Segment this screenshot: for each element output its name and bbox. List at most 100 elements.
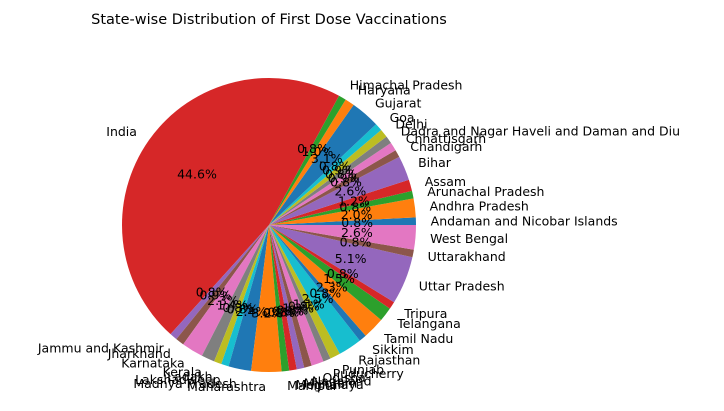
wedge-andaman-and-nicobar-islands — [269, 217, 416, 225]
percent-label-jharkhand: 0.9% — [200, 288, 232, 303]
slice-label-delhi: Delhi — [395, 117, 427, 132]
percent-label-bihar: 2.6% — [334, 183, 366, 198]
wedge-nagaland — [269, 225, 312, 368]
wedge-west-bengal — [269, 225, 417, 250]
slice-label-goa: Goa — [390, 110, 415, 125]
percent-label-mizoram: 0.8% — [272, 304, 304, 319]
slice-label-ladakh: Ladakh — [167, 369, 212, 384]
percent-label-maharashtra: 3.2% — [252, 306, 284, 321]
slice-label-tamil-nadu: Tamil Nadu — [383, 331, 453, 346]
wedge-uttarakhand — [269, 225, 414, 258]
slice-label-assam: Assam — [425, 174, 466, 189]
slice-label-chhattisgarh: Chhattisgarh — [406, 131, 486, 146]
wedge-puducherry — [269, 225, 331, 362]
wedge-uttar-pradesh — [269, 225, 413, 303]
wedge-assam — [269, 179, 412, 225]
slice-label-madhya-pradesh: Madhya Pradesh — [133, 376, 237, 391]
percent-label-delhi: 0.9% — [322, 162, 354, 177]
wedge-arunachal-pradesh — [269, 190, 414, 225]
wedge-mizoram — [269, 225, 305, 370]
slice-label-bihar: Bihar — [418, 155, 452, 170]
slice-label-tripura: Tripura — [403, 306, 447, 321]
wedge-andhra-pradesh — [269, 198, 416, 225]
wedge-meghalaya — [269, 225, 297, 371]
wedge-jammu-and-kashmir — [170, 225, 269, 340]
slice-label-meghalaya: Meghalaya — [295, 377, 363, 392]
pie-percent-labels: 0.8%2.0%0.8%1.2%2.6%0.8%0.9%0.8%0.9%0.8%… — [177, 141, 373, 321]
wedge-bihar — [269, 156, 409, 225]
percent-label-lakshadweep: 0.8% — [227, 302, 259, 317]
percent-label-andaman-and-nicobar-islands: 0.8% — [341, 215, 373, 230]
slice-label-himachal-pradesh: Himachal Pradesh — [350, 77, 463, 92]
slice-label-rajasthan: Rajasthan — [358, 352, 420, 367]
wedge-goa — [269, 124, 382, 225]
chart-title: State-wise Distribution of First Dose Va… — [91, 12, 447, 28]
percent-label-goa: 0.8% — [319, 159, 351, 174]
wedge-rajasthan — [269, 225, 360, 354]
slice-label-andaman-and-nicobar-islands: Andaman and Nicobar Islands — [431, 213, 618, 228]
percent-label-odisha: 1.3% — [282, 301, 314, 316]
wedge-odisha — [269, 225, 324, 366]
slice-label-lakshadweep: Lakshadweep — [135, 372, 220, 387]
percent-label-punjab: 1.1% — [293, 296, 325, 311]
slice-label-dadra-and-nagar-haveli-and-daman-and-diu: Dadra and Nagar Haveli and Daman and Diu — [401, 124, 680, 139]
wedge-chhattisgarh — [269, 142, 396, 225]
percent-label-puducherry: 0.8% — [288, 299, 320, 314]
slice-label-mizoram: Mizoram — [304, 375, 357, 390]
percent-label-uttar-pradesh: 5.1% — [335, 251, 367, 266]
percent-label-gujarat: 3.1% — [311, 151, 343, 166]
slice-label-andhra-pradesh: Andhra Pradesh — [430, 199, 529, 214]
wedge-ladakh — [214, 225, 269, 365]
wedge-delhi — [269, 129, 387, 225]
percent-label-manipur: 0.8% — [263, 305, 295, 320]
percent-label-chandigarh: 0.8% — [330, 175, 362, 190]
slice-label-india: India — [106, 124, 137, 139]
wedge-tamil-nadu — [269, 225, 382, 336]
percent-label-andhra-pradesh: 2.0% — [341, 207, 373, 222]
percent-label-nagaland: 0.8% — [277, 303, 309, 318]
wedge-dadra-and-nagar-haveli-and-daman-and-diu — [269, 136, 391, 225]
slice-label-west-bengal: West Bengal — [430, 231, 508, 246]
percent-label-himachal-pradesh: 0.8% — [297, 141, 329, 156]
slice-label-sikkim: Sikkim — [372, 342, 414, 357]
slice-label-chandigarh: Chandigarh — [410, 139, 482, 154]
slice-label-maharashtra: Maharashtra — [187, 379, 266, 394]
wedge-kerala — [201, 225, 269, 362]
slice-label-haryana: Haryana — [358, 82, 411, 97]
wedge-gujarat — [269, 104, 377, 225]
percent-label-karnataka: 2.3% — [207, 293, 239, 308]
slice-label-jharkhand: Jharkhand — [107, 346, 171, 361]
percent-label-dadra-and-nagar-haveli-and-daman-and-diu: 0.8% — [325, 166, 357, 181]
percent-label-uttarakhand: 0.8% — [340, 235, 372, 250]
wedge-madhya-pradesh — [228, 225, 269, 371]
percent-label-tamil-nadu: 2.3% — [316, 279, 348, 294]
percent-label-rajasthan: 2.5% — [302, 291, 334, 306]
slice-label-nagaland: Nagaland — [312, 373, 372, 388]
slice-label-gujarat: Gujarat — [375, 95, 422, 110]
percent-label-arunachal-pradesh: 0.8% — [339, 199, 371, 214]
slice-label-arunachal-pradesh: Arunachal Pradesh — [427, 184, 544, 199]
wedge-maharashtra — [251, 225, 282, 372]
slice-label-uttar-pradesh: Uttar Pradesh — [419, 279, 505, 294]
wedge-india — [121, 78, 340, 335]
wedge-haryana — [269, 99, 354, 225]
percent-label-assam: 1.2% — [338, 194, 370, 209]
slice-label-puducherry: Puducherry — [333, 366, 405, 381]
wedge-telangana — [269, 225, 390, 321]
percent-label-jammu-and-kashmir: 0.8% — [196, 285, 228, 300]
wedge-himachal-pradesh — [269, 95, 346, 225]
slice-label-odisha: Odisha — [322, 370, 365, 385]
wedge-jharkhand — [176, 225, 269, 345]
percent-label-telangana: 1.5% — [323, 271, 355, 286]
wedge-chandigarh — [269, 150, 400, 225]
percent-label-ladakh: 0.8% — [222, 300, 254, 315]
slice-label-punjab: Punjab — [342, 362, 384, 377]
slice-label-uttarakhand: Uttarakhand — [428, 249, 506, 264]
percent-label-haryana: 1.0% — [302, 144, 334, 159]
wedge-karnataka — [183, 225, 269, 356]
slice-label-karnataka: Karnataka — [121, 355, 184, 370]
percent-label-kerala: 1.4% — [216, 298, 248, 313]
percent-label-india: 44.6% — [177, 167, 217, 182]
wedge-punjab — [269, 225, 340, 359]
percent-label-tripura: 0.8% — [327, 266, 359, 281]
